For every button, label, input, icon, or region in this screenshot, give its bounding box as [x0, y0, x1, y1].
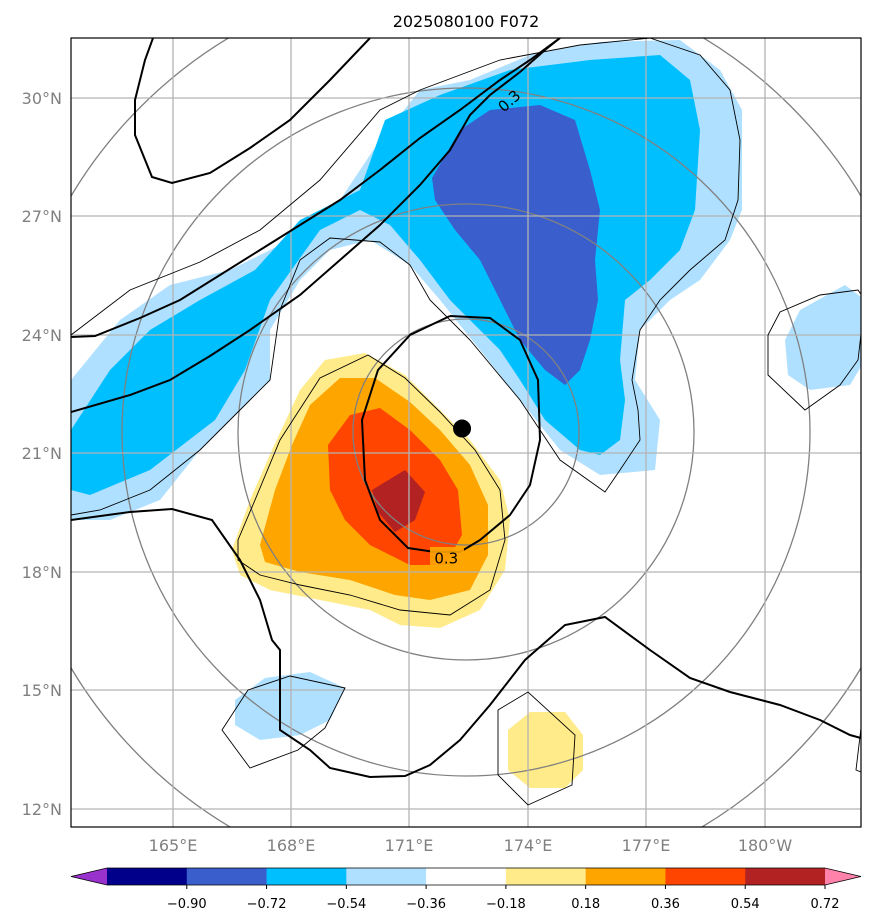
range-rings — [71, 38, 861, 827]
fill-firebrick-core — [372, 470, 425, 532]
y-tick-label: 18°N — [22, 563, 62, 582]
thin-contour-east — [767, 289, 861, 411]
colorbar-tick-label: −0.18 — [486, 897, 526, 912]
y-tick-label: 12°N — [22, 800, 62, 819]
fill-yellow-south — [508, 712, 583, 788]
range-ring-2 — [237, 203, 695, 661]
colorbar-tick-label: −0.54 — [326, 897, 366, 912]
x-tick-label: 165°E — [149, 836, 198, 855]
colorbar: −0.90 −0.72 −0.54 −0.36 −0.18 0.18 0.36 0.54 0.7… — [70, 867, 862, 912]
colorbar-tick-label: 0.54 — [731, 897, 760, 912]
fill-light-blue-south — [235, 672, 345, 740]
thick-contour-south-1 — [71, 507, 861, 779]
x-axis-ticks: 165°E 168°E 171°E 174°E 177°E 180°W — [149, 836, 793, 855]
range-ring-3 — [121, 87, 811, 777]
y-tick-label: 27°N — [22, 207, 62, 226]
colorbar-segment — [665, 868, 746, 885]
negative-anomaly-fill — [71, 40, 861, 740]
colorbar-segment — [585, 868, 666, 885]
thick-contour-top-left — [134, 38, 371, 185]
colorbar-segment — [266, 868, 347, 885]
x-tick-label: 180°W — [738, 836, 793, 855]
x-tick-label: 171°E — [385, 836, 434, 855]
y-axis-ticks: 12°N 15°N 18°N 21°N 24°N 27°N 30°N — [22, 89, 62, 819]
colorbar-extend-max — [825, 868, 861, 885]
y-tick-label: 24°N — [22, 326, 62, 345]
x-tick-label: 168°E — [267, 836, 316, 855]
thick-contour-diagonal-1 — [71, 38, 561, 338]
thin-contour-south-box — [497, 691, 576, 806]
colorbar-segment — [426, 868, 507, 885]
colorbar-tick-label: 0.36 — [651, 897, 680, 912]
y-tick-label: 30°N — [22, 89, 62, 108]
colorbar-tick-label: −0.36 — [406, 897, 446, 912]
colorbar-segment — [745, 868, 826, 885]
colorbar-extend-min — [71, 868, 107, 885]
contour-label-bg-2 — [430, 547, 464, 569]
fill-royal-blue-core — [432, 105, 600, 385]
y-tick-label: 15°N — [22, 681, 62, 700]
colorbar-segment — [505, 868, 587, 885]
range-ring-1 — [352, 318, 580, 546]
colorbar-tick-label: −0.72 — [247, 897, 287, 912]
contour-label-south: 0.3 — [434, 550, 458, 568]
colorbar-segment — [346, 868, 427, 885]
x-tick-label: 177°E — [622, 836, 671, 855]
thin-contour-edge — [855, 727, 861, 773]
colorbar-tick-label: 0.18 — [571, 897, 600, 912]
thin-contour-positive — [237, 354, 506, 616]
colorbar-tick-label: 0.72 — [811, 897, 840, 912]
colorbar-segment — [107, 868, 188, 885]
plot-frame — [70, 37, 862, 828]
thick-contour-diagonal-2 — [71, 38, 561, 413]
y-tick-label: 21°N — [22, 444, 62, 463]
colorbar-tick-label: −0.90 — [167, 897, 207, 912]
thin-contours — [71, 38, 861, 806]
storm-center-marker — [453, 419, 472, 438]
thin-contour-north — [71, 38, 741, 516]
x-tick-label: 174°E — [504, 836, 553, 855]
colorbar-outline — [70, 867, 862, 886]
fill-light-blue-east — [785, 285, 861, 390]
thin-contour-south — [221, 675, 346, 769]
gridlines — [71, 38, 861, 827]
colorbar-segment — [186, 868, 268, 885]
chart-title: 2025080100 F072 — [393, 12, 540, 31]
